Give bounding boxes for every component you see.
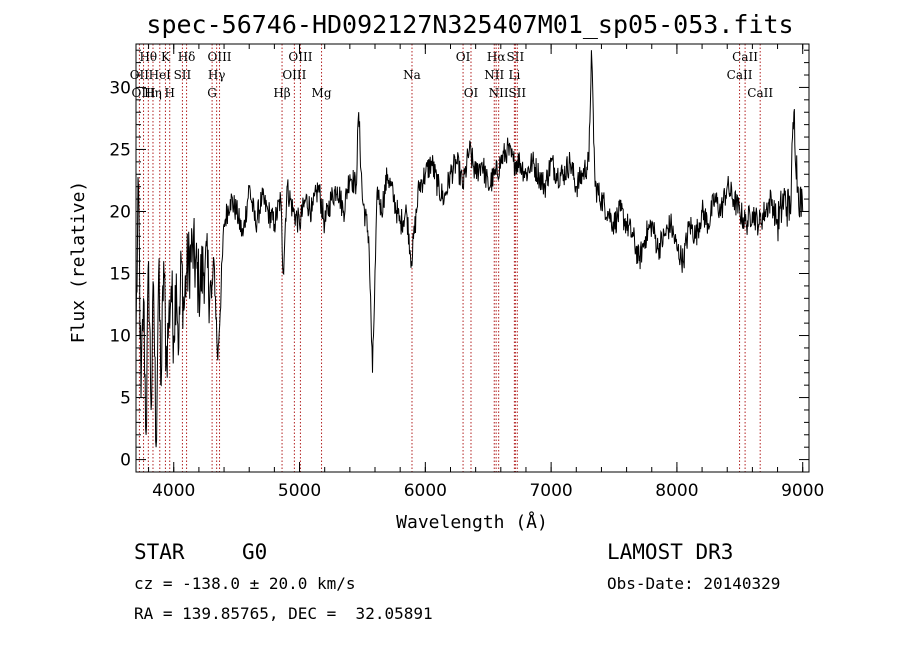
x-tick-label-2: 6000: [404, 481, 447, 501]
observation-date: Obs-Date: 20140329: [607, 574, 781, 593]
marker-label-26: CaII: [727, 68, 753, 82]
marker-label-5: Hη: [144, 86, 162, 100]
y-axis-label: Flux (relative): [68, 181, 89, 344]
chart-title: spec-56746-HD092127N325407M01_sp05-053.f…: [146, 10, 793, 39]
marker-label-25: CaII: [732, 50, 758, 64]
marker-label-23: NII: [489, 86, 509, 100]
y-tick-label-2: 10: [109, 327, 131, 347]
x-tick-label-1: 5000: [278, 481, 321, 501]
x-tick-label-5: 9000: [781, 481, 824, 501]
x-tick-label-3: 7000: [529, 481, 572, 501]
marker-label-10: Hγ: [208, 68, 226, 82]
redshift-value: cz = -138.0 ± 20.0 km/s: [134, 574, 356, 593]
series-flux: [135, 50, 804, 448]
x-axis-label: Wavelength (Å): [396, 511, 548, 533]
marker-label-21: NII: [484, 68, 504, 82]
y-tick-label-3: 15: [109, 265, 131, 285]
coordinates: RA = 139.85765, DEC = 32.05891: [134, 604, 433, 623]
axis-ticks: 4000 5000 6000 7000 8000 9000 0 5 10 15 20 25 30: [109, 44, 824, 501]
marker-label-19: Hα: [487, 50, 506, 64]
y-tick-label-0: 0: [120, 451, 131, 471]
marker-label-2: OIII: [132, 86, 156, 100]
subclass: G0: [242, 540, 268, 564]
x-tick-label-4: 8000: [655, 481, 698, 501]
marker-label-8: H: [164, 86, 174, 100]
y-tick-label-1: 5: [120, 389, 131, 409]
marker-label-7: SII: [174, 68, 192, 82]
series-layer: [135, 50, 804, 448]
marker-label-27: CaII: [747, 86, 773, 100]
survey-name: LAMOST DR3: [607, 540, 734, 564]
marker-label-4: HeI: [149, 68, 172, 82]
plot-frame: [135, 43, 810, 473]
marker-label-24: SII: [508, 86, 526, 100]
y-tick-label-4: 20: [109, 202, 131, 222]
marker-label-14: Hβ: [273, 86, 290, 100]
marker-label-15: Mg: [312, 86, 332, 100]
marker-label-6: Hδ: [178, 50, 196, 64]
marker-label-3: K: [161, 50, 171, 64]
marker-label-20: SII: [507, 50, 525, 64]
marker-label-17: OI: [456, 50, 471, 64]
object-class: STAR: [134, 540, 185, 564]
marker-label-18: OI: [464, 86, 479, 100]
marker-label-12: OIII: [288, 50, 312, 64]
marker-label-22: Li: [508, 68, 520, 82]
marker-label-0: Hθ: [139, 50, 157, 64]
marker-label-13: OIII: [282, 68, 306, 82]
marker-label-16: Na: [403, 68, 421, 82]
y-tick-label-6: 30: [109, 78, 131, 98]
marker-label-11: G: [207, 86, 217, 100]
y-tick-label-5: 25: [109, 140, 131, 160]
marker-label-9: OIII: [207, 50, 231, 64]
x-tick-label-0: 4000: [152, 481, 195, 501]
